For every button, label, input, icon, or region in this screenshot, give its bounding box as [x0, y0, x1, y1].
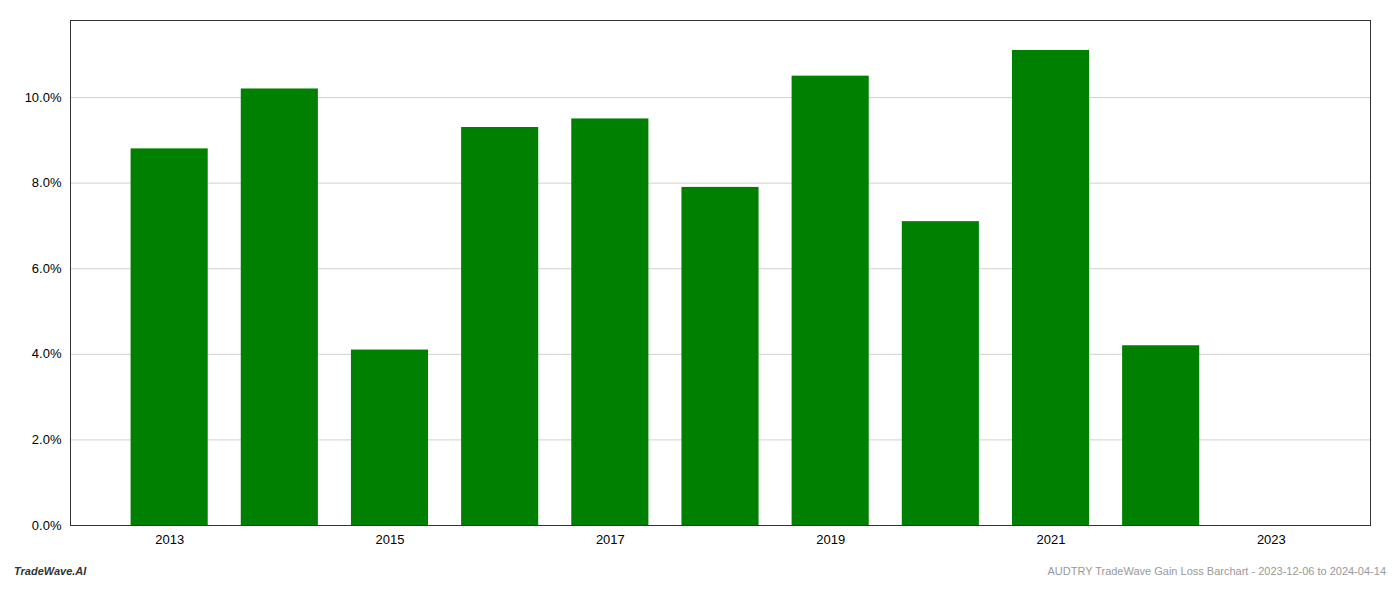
html-text:AUDTRY TradeWave Gain Loss Bar: AUDTRY TradeWave Gain Loss Barchart - 20… [1047, 565, 1386, 577]
svg-text:2013: 2013 [155, 532, 184, 547]
svg-text:10.0%: 10.0% [25, 90, 62, 105]
svg-text:8.0%: 8.0% [32, 175, 62, 190]
svg-text:0.0%: 0.0% [32, 518, 62, 533]
svg-text:2017: 2017 [596, 532, 625, 547]
svg-text:2023: 2023 [1257, 532, 1286, 547]
svg-text:2019: 2019 [816, 532, 845, 547]
svg-text:4.0%: 4.0% [32, 346, 62, 361]
svg-text:2.0%: 2.0% [32, 432, 62, 447]
html-text:TradeWave.AI: TradeWave.AI [14, 565, 87, 577]
svg-text:2015: 2015 [376, 532, 405, 547]
svg-text:2021: 2021 [1037, 532, 1066, 547]
svg-text:6.0%: 6.0% [32, 261, 62, 276]
